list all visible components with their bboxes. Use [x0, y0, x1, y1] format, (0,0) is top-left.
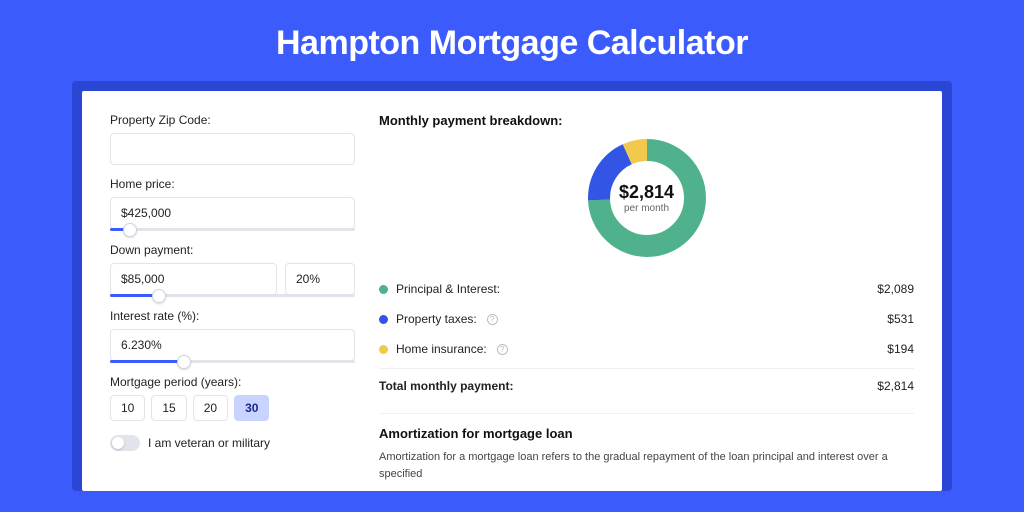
interest-rate-slider-thumb[interactable] [177, 355, 191, 369]
veteran-toggle-row: I am veteran or military [110, 435, 355, 451]
legend-value-taxes: $531 [887, 312, 914, 326]
info-icon[interactable]: ? [487, 314, 498, 325]
calculator-card: Property Zip Code: Home price: Down paym… [82, 91, 942, 491]
down-payment-slider-thumb[interactable] [152, 289, 166, 303]
legend-value-principal: $2,089 [877, 282, 914, 296]
interest-rate-input[interactable] [110, 329, 355, 361]
down-payment-percent-input[interactable] [285, 263, 355, 295]
down-payment-field-group: Down payment: [110, 243, 355, 297]
page-title: Hampton Mortgage Calculator [0, 0, 1024, 81]
legend-value-total: $2,814 [877, 379, 914, 393]
home-price-input[interactable] [110, 197, 355, 229]
legend-row-insurance: Home insurance: ? $194 [379, 334, 914, 364]
interest-rate-label: Interest rate (%): [110, 309, 355, 323]
dot-taxes [379, 315, 388, 324]
donut-sub: per month [619, 203, 674, 214]
card-shadow: Property Zip Code: Home price: Down paym… [72, 81, 952, 491]
form-panel: Property Zip Code: Home price: Down paym… [110, 113, 355, 491]
legend: Principal & Interest: $2,089 Property ta… [379, 274, 914, 401]
period-btn-20[interactable]: 20 [193, 395, 228, 421]
dot-principal [379, 285, 388, 294]
legend-label-principal: Principal & Interest: [396, 282, 500, 296]
dot-insurance [379, 345, 388, 354]
amortization-title: Amortization for mortgage loan [379, 426, 914, 441]
period-buttons: 10 15 20 30 [110, 395, 355, 421]
period-btn-10[interactable]: 10 [110, 395, 145, 421]
info-icon[interactable]: ? [497, 344, 508, 355]
legend-label-insurance: Home insurance: [396, 342, 487, 356]
amortization-text: Amortization for a mortgage loan refers … [379, 449, 914, 482]
period-btn-30[interactable]: 30 [234, 395, 269, 421]
interest-rate-slider[interactable] [110, 360, 355, 363]
zip-label: Property Zip Code: [110, 113, 355, 127]
breakdown-panel: Monthly payment breakdown: $2,814 per mo… [379, 113, 914, 491]
down-payment-amount-input[interactable] [110, 263, 277, 295]
veteran-toggle-label: I am veteran or military [148, 436, 270, 450]
legend-label-taxes: Property taxes: [396, 312, 477, 326]
legend-row-total: Total monthly payment: $2,814 [379, 368, 914, 401]
down-payment-slider[interactable] [110, 294, 355, 297]
amortization-section: Amortization for mortgage loan Amortizat… [379, 413, 914, 482]
home-price-slider-thumb[interactable] [123, 223, 137, 237]
legend-label-total: Total monthly payment: [379, 379, 513, 393]
legend-row-principal: Principal & Interest: $2,089 [379, 274, 914, 304]
period-field-group: Mortgage period (years): 10 15 20 30 [110, 375, 355, 421]
zip-field-group: Property Zip Code: [110, 113, 355, 165]
interest-rate-slider-fill [110, 360, 184, 363]
veteran-toggle[interactable] [110, 435, 140, 451]
home-price-field-group: Home price: [110, 177, 355, 231]
period-btn-15[interactable]: 15 [151, 395, 186, 421]
home-price-slider[interactable] [110, 228, 355, 231]
zip-input[interactable] [110, 133, 355, 165]
donut-wrap: $2,814 per month [379, 138, 914, 258]
donut-amount: $2,814 [619, 182, 674, 203]
donut-center: $2,814 per month [619, 182, 674, 214]
donut-chart: $2,814 per month [587, 138, 707, 258]
period-label: Mortgage period (years): [110, 375, 355, 389]
breakdown-title: Monthly payment breakdown: [379, 113, 914, 128]
interest-rate-field-group: Interest rate (%): [110, 309, 355, 363]
down-payment-label: Down payment: [110, 243, 355, 257]
legend-row-taxes: Property taxes: ? $531 [379, 304, 914, 334]
legend-value-insurance: $194 [887, 342, 914, 356]
home-price-label: Home price: [110, 177, 355, 191]
